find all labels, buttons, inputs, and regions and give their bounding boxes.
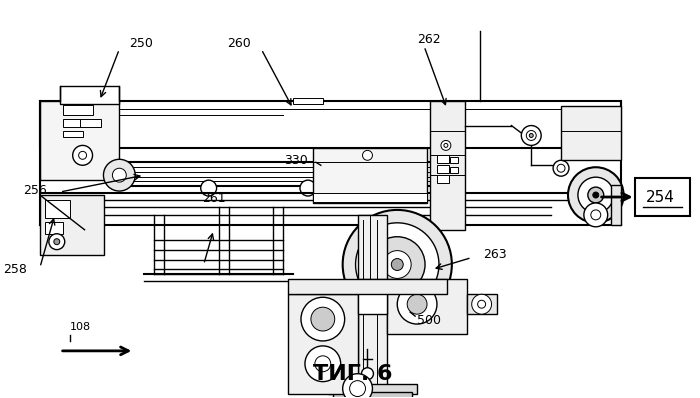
Text: 108: 108 <box>70 322 91 332</box>
Circle shape <box>593 192 598 198</box>
Bar <box>358 279 387 314</box>
Bar <box>332 392 412 398</box>
Circle shape <box>522 125 541 145</box>
Circle shape <box>370 237 425 292</box>
Bar <box>561 106 621 160</box>
Text: 254: 254 <box>646 189 675 205</box>
Circle shape <box>343 374 372 398</box>
Circle shape <box>73 145 92 165</box>
Bar <box>288 294 358 394</box>
Text: 263: 263 <box>484 248 508 261</box>
Bar <box>40 101 119 180</box>
Bar <box>437 165 449 173</box>
Bar <box>387 279 467 334</box>
Text: 330: 330 <box>284 154 308 167</box>
Circle shape <box>315 356 331 372</box>
Bar <box>63 119 85 127</box>
Text: 500: 500 <box>417 314 441 327</box>
Circle shape <box>305 346 341 382</box>
Bar <box>450 167 458 173</box>
Circle shape <box>384 251 411 279</box>
Text: 250: 250 <box>130 37 153 50</box>
Text: ΤИГ. 6: ΤИГ. 6 <box>313 364 392 384</box>
Bar <box>610 185 621 225</box>
Circle shape <box>557 164 565 172</box>
Circle shape <box>301 297 344 341</box>
Circle shape <box>201 180 216 196</box>
Bar <box>80 119 101 127</box>
Bar <box>313 193 427 202</box>
Circle shape <box>407 294 427 314</box>
Circle shape <box>398 284 437 324</box>
Text: 261: 261 <box>202 192 225 205</box>
Circle shape <box>591 210 601 220</box>
Bar <box>40 101 621 148</box>
Circle shape <box>529 133 533 137</box>
Bar <box>636 178 690 216</box>
Circle shape <box>300 180 316 196</box>
Circle shape <box>78 151 87 159</box>
Circle shape <box>104 159 135 191</box>
Circle shape <box>584 203 608 227</box>
Bar <box>60 86 119 104</box>
Circle shape <box>526 131 536 140</box>
Bar <box>293 98 323 104</box>
Text: 258: 258 <box>3 263 27 276</box>
Circle shape <box>441 140 451 150</box>
Circle shape <box>311 307 335 331</box>
Bar <box>63 131 83 137</box>
Bar <box>63 105 92 115</box>
Circle shape <box>444 143 448 147</box>
Circle shape <box>356 223 439 306</box>
Bar <box>313 148 427 203</box>
Circle shape <box>349 380 365 396</box>
Bar <box>437 175 449 183</box>
Bar <box>45 200 70 218</box>
Circle shape <box>588 187 603 203</box>
Bar <box>358 215 387 398</box>
Circle shape <box>568 167 624 223</box>
Circle shape <box>553 160 569 176</box>
Circle shape <box>113 168 126 182</box>
Circle shape <box>391 259 403 271</box>
Circle shape <box>578 177 614 213</box>
Circle shape <box>477 300 486 308</box>
Circle shape <box>363 150 372 160</box>
Bar <box>328 384 417 394</box>
Bar <box>450 157 458 163</box>
Circle shape <box>343 210 452 319</box>
Text: 260: 260 <box>228 37 251 50</box>
Bar <box>437 155 449 163</box>
Text: 262: 262 <box>417 33 441 46</box>
Bar <box>45 222 63 234</box>
Circle shape <box>49 234 64 250</box>
Circle shape <box>54 239 60 245</box>
Bar <box>467 294 496 314</box>
Bar <box>40 195 104 255</box>
Circle shape <box>361 368 373 380</box>
Text: 256: 256 <box>23 183 47 197</box>
Circle shape <box>472 294 491 314</box>
Bar <box>288 279 447 294</box>
Bar <box>430 101 465 230</box>
